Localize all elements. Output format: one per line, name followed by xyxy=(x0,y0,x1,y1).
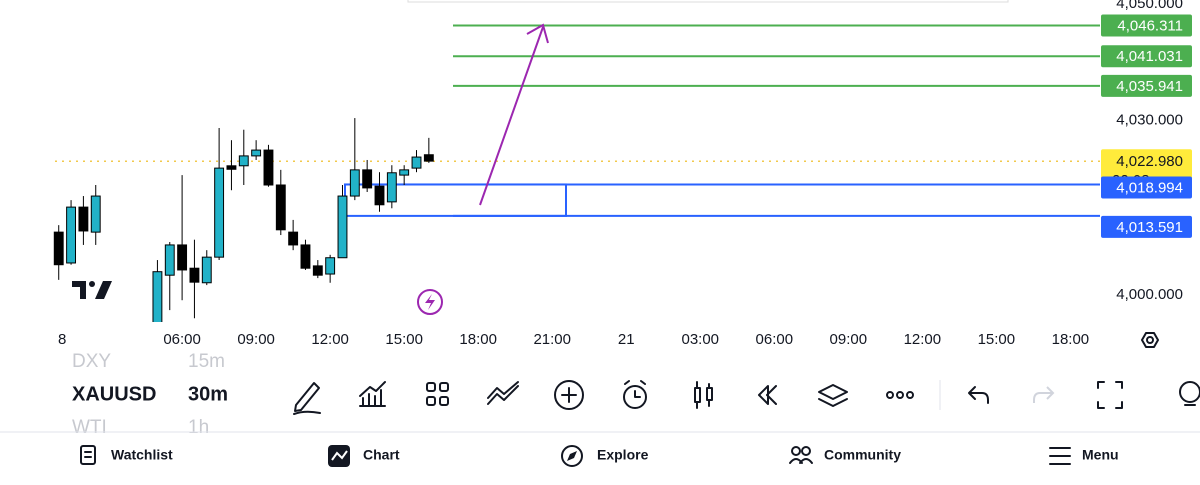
price-label: 4,041.031 xyxy=(1116,48,1183,65)
x-tick-label: 06:00 xyxy=(163,331,201,348)
alert-tool[interactable] xyxy=(623,380,647,409)
nav-watchlist[interactable]: Watchlist xyxy=(80,445,173,465)
nav-explore[interactable]: Explore xyxy=(561,445,649,467)
candle-body xyxy=(275,184,286,231)
y-tick-label: 4,050.000 xyxy=(1116,0,1183,12)
x-tick-label: 21:00 xyxy=(533,331,571,348)
last-price-label: 4,022.980 xyxy=(1116,153,1183,170)
candle-body xyxy=(214,167,225,258)
x-tick-label: 15:00 xyxy=(978,331,1016,348)
y-tick-label: 4,000.000 xyxy=(1116,286,1183,303)
undo[interactable] xyxy=(968,386,989,404)
nav-chart[interactable]: Chart xyxy=(328,445,400,467)
nav-label: Menu xyxy=(1082,447,1119,463)
plot-area xyxy=(53,24,1100,322)
event-bolt xyxy=(425,294,435,310)
candle-body xyxy=(386,172,397,203)
candle-body xyxy=(411,156,422,169)
price-label-bg xyxy=(1101,45,1192,68)
candle-body xyxy=(66,206,77,264)
candle-body xyxy=(238,155,249,167)
ideas[interactable] xyxy=(1179,381,1200,406)
x-tick-label: 09:00 xyxy=(830,331,868,348)
chart-type-tool[interactable] xyxy=(694,381,713,409)
x-tick-label: 15:00 xyxy=(385,331,423,348)
nav-label: Explore xyxy=(597,447,649,463)
candle-body xyxy=(337,195,348,259)
x-tick-label: 09:00 xyxy=(237,331,275,348)
logo-dot xyxy=(89,281,95,287)
candle-body xyxy=(251,149,262,157)
arrow-head xyxy=(526,23,549,44)
candle-body xyxy=(399,169,410,176)
logo xyxy=(72,281,112,299)
candle-body xyxy=(152,271,163,322)
x-tick-label: 03:00 xyxy=(681,331,719,348)
arrow-drawing xyxy=(479,26,544,206)
candle-body xyxy=(325,257,336,275)
nav-label: Chart xyxy=(363,447,400,463)
replay-tool[interactable] xyxy=(758,385,777,405)
price-label-bg xyxy=(1101,14,1192,37)
candle-body xyxy=(374,185,385,206)
price-label-bg xyxy=(1101,176,1192,199)
symbol[interactable]: XAUUSD xyxy=(72,383,156,405)
price-label-bg xyxy=(1101,215,1192,238)
candle-body xyxy=(423,154,434,162)
x-tick-label: 12:00 xyxy=(311,331,349,348)
layers-tool[interactable] xyxy=(818,384,848,407)
candle-body xyxy=(189,267,200,283)
price-label: 4,035.941 xyxy=(1116,78,1183,95)
candle-body xyxy=(362,169,373,189)
draw-tool[interactable] xyxy=(293,382,321,415)
x-tick-label: 18:00 xyxy=(1052,331,1090,348)
axes: 8 06:00 09:00 12:00 15:00 18:00 21:00 21 03:00 06… xyxy=(0,0,1200,358)
time-axis xyxy=(0,322,1200,358)
x-tick-label: 06:00 xyxy=(756,331,794,348)
x-tick-label: 18:00 xyxy=(459,331,497,348)
nav-label: Watchlist xyxy=(111,447,173,463)
candle-body xyxy=(201,256,212,284)
candle-body xyxy=(312,265,323,276)
candle-body xyxy=(164,244,175,276)
fullscreen[interactable] xyxy=(1097,381,1123,409)
symbol[interactable]: DXY xyxy=(72,351,111,372)
candle-body xyxy=(53,231,64,266)
compare-tool[interactable] xyxy=(487,381,519,405)
candle-body xyxy=(177,244,188,271)
x-tick-label: 12:00 xyxy=(904,331,942,348)
nav-label: Community xyxy=(824,447,901,463)
top-panel xyxy=(407,0,1009,3)
candle-body xyxy=(288,231,299,246)
price-label: 4,018.994 xyxy=(1116,179,1183,196)
add-tool[interactable] xyxy=(554,380,584,410)
settings-icon[interactable] xyxy=(1141,332,1159,348)
price-label-bg xyxy=(1101,74,1192,97)
candle-body xyxy=(226,165,237,170)
indicators-tool[interactable] xyxy=(359,381,386,407)
y-tick-label: 4,030.000 xyxy=(1116,111,1183,128)
candle-body xyxy=(349,169,360,197)
price-label: 4,013.591 xyxy=(1116,219,1183,236)
x-tick-label: 8 xyxy=(58,331,66,348)
candle-body xyxy=(90,195,101,233)
candle-body xyxy=(263,149,274,186)
interval[interactable]: 30m xyxy=(188,383,228,405)
x-tick-label: 21 xyxy=(618,331,635,348)
toolbar xyxy=(0,358,1200,432)
candle-body xyxy=(300,244,311,269)
interval[interactable]: 1h xyxy=(188,417,209,438)
redo xyxy=(1033,386,1055,403)
more-tool[interactable] xyxy=(886,391,914,399)
candle-body xyxy=(78,206,89,232)
layout-tool[interactable] xyxy=(426,382,449,406)
price-label: 4,046.311 xyxy=(1117,17,1183,34)
nav-community[interactable]: Community xyxy=(789,446,901,464)
symbol[interactable]: WTI xyxy=(72,417,107,438)
interval[interactable]: 15m xyxy=(188,351,225,372)
nav-menu[interactable]: Menu xyxy=(1049,447,1119,465)
